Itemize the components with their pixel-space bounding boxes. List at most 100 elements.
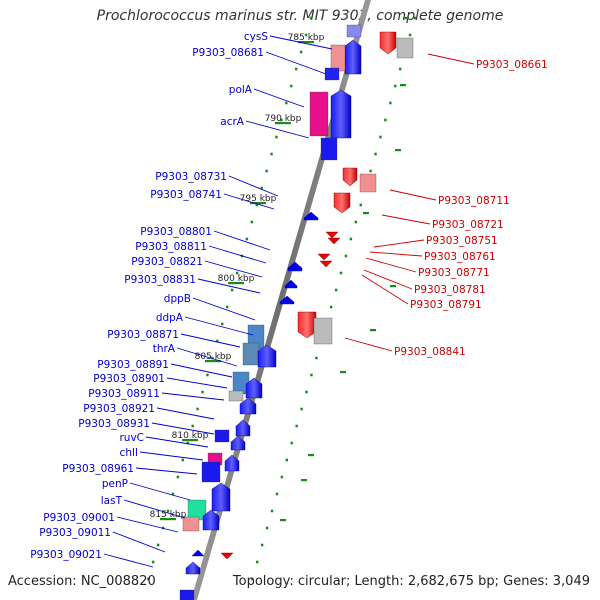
left-gene-label: polA — [229, 84, 253, 96]
left-leader-line — [145, 436, 209, 448]
left-gene-label: P9303_08681 — [192, 47, 264, 59]
forward-gene-arrow — [257, 344, 277, 368]
outer-ring-dot — [295, 424, 298, 428]
outer-ring-dot — [354, 220, 358, 224]
right-gene-label: P9303_08841 — [394, 346, 466, 358]
outer-ring-dot — [394, 84, 397, 88]
outer-ring-dot — [334, 288, 338, 292]
right-leader-line — [344, 337, 393, 352]
inner-ring-dot — [235, 271, 239, 275]
right-gene-label: P9303_08751 — [426, 235, 498, 247]
forward-gene-arrow — [224, 454, 240, 472]
left-gene-label: dppB — [164, 293, 191, 305]
kbp-tick-mark — [275, 122, 291, 125]
left-leader-line — [245, 120, 310, 139]
outer-ring-dot — [379, 135, 382, 139]
reverse-gene-arrow — [297, 311, 317, 339]
forward-gene-arrow — [303, 211, 319, 221]
forward-gene-arrow — [239, 397, 257, 415]
outer-ring-dot — [265, 526, 269, 530]
outer-ring-dot — [369, 169, 372, 173]
outer-ring-dash — [308, 454, 314, 457]
left-leader-line — [228, 175, 279, 197]
kbp-tick-mark — [182, 439, 198, 442]
left-gene-label: P9303_08801 — [140, 226, 212, 238]
forward-gene-box — [309, 91, 329, 137]
outer-ring-dot — [339, 271, 343, 275]
outer-ring-dot — [374, 152, 377, 156]
left-leader-line — [156, 407, 215, 420]
left-gene-label: P9303_08821 — [131, 256, 203, 268]
reverse-gene-arrow — [342, 167, 358, 187]
left-leader-line — [208, 245, 267, 264]
left-gene-label: P9303_08871 — [107, 329, 179, 341]
inner-ring-dot — [166, 509, 170, 513]
left-leader-line — [197, 278, 261, 294]
forward-gene-box — [201, 461, 221, 483]
outer-ring-dot — [315, 356, 318, 360]
right-gene-label: P9303_08711 — [438, 195, 510, 207]
right-gene-label: P9303_08661 — [476, 59, 548, 71]
left-gene-label: P9303_08891 — [97, 359, 169, 371]
left-leader-line — [151, 422, 215, 435]
left-gene-label: P9303_08911 — [88, 388, 160, 400]
outer-ring-dot — [285, 458, 288, 462]
outer-ring-dash — [301, 479, 307, 482]
left-leader-line — [112, 531, 166, 553]
left-leader-line — [170, 363, 233, 378]
left-leader-line — [265, 51, 327, 75]
outer-ring-dot — [349, 237, 353, 241]
outer-ring-dot — [300, 407, 303, 411]
left-leader-line — [184, 316, 254, 336]
inner-ring-dot — [216, 339, 219, 343]
forward-gene-box — [324, 67, 340, 81]
left-gene-label: lasT — [101, 495, 123, 507]
left-leader-line — [192, 297, 256, 321]
inner-ring-dot — [206, 373, 209, 377]
outer-ring-dot — [275, 492, 279, 496]
right-leader-line — [373, 239, 425, 248]
left-leader-line — [180, 333, 241, 348]
left-leader-line — [103, 553, 154, 568]
left-gene-label: P9303_09011 — [39, 527, 111, 539]
right-leader-line — [381, 214, 431, 225]
outer-ring-dash — [390, 285, 396, 288]
kbp-tick-mark — [250, 202, 266, 205]
forward-gene-arrow — [191, 549, 205, 557]
left-gene-label: penP — [102, 478, 128, 490]
right-leader-line — [361, 274, 409, 305]
left-gene-label: P9303_08811 — [135, 241, 207, 253]
outer-ring-dash — [395, 149, 401, 152]
inner-ring-dot — [309, 16, 313, 20]
right-gene-label: P9303_08781 — [414, 284, 486, 296]
left-leader-line — [123, 499, 186, 519]
forward-gene-arrow — [230, 435, 246, 451]
reverse-gene-arrow — [319, 260, 333, 268]
left-gene-label: P9303_08961 — [62, 463, 134, 475]
outer-ring-dot — [389, 101, 392, 105]
right-leader-line — [389, 189, 437, 201]
inner-ring-dot — [186, 441, 189, 445]
left-leader-line — [269, 35, 333, 50]
left-leader-line — [253, 88, 305, 108]
forward-gene-box — [228, 390, 244, 402]
inner-ring-dot — [211, 356, 214, 360]
outer-ring-dot — [384, 118, 387, 122]
inner-ring-dot — [285, 101, 288, 105]
left-gene-label: thrA — [153, 343, 176, 355]
inner-ring-dot — [270, 152, 273, 156]
inner-ring-dot — [255, 203, 258, 207]
left-leader-line — [129, 482, 191, 501]
right-leader-line — [363, 269, 413, 290]
reverse-gene-arrow — [220, 552, 234, 560]
inner-ring-dot — [299, 50, 303, 54]
kbp-tick-label: 790 kbp — [265, 114, 302, 124]
inner-ring-dot — [304, 33, 308, 37]
inner-ring-dot — [147, 577, 150, 581]
left-gene-label: P9303_08931 — [78, 418, 150, 430]
forward-gene-arrow — [235, 419, 251, 437]
left-gene-label: chlI — [120, 447, 138, 459]
right-leader-line — [365, 257, 417, 273]
right-gene-label: P9303_08771 — [418, 267, 490, 279]
